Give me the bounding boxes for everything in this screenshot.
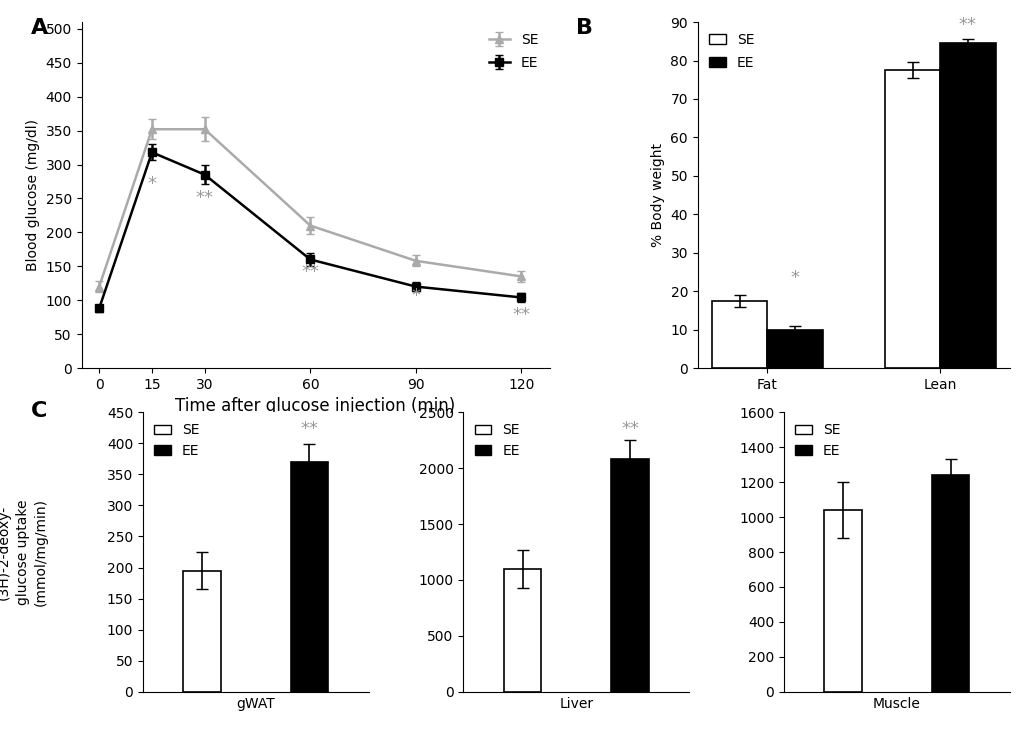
- Y-axis label: (3H)-2-deoxy-
glucose uptake
(mmol/mg/min): (3H)-2-deoxy- glucose uptake (mmol/mg/mi…: [0, 498, 48, 606]
- Text: C: C: [31, 401, 47, 421]
- Bar: [931, 475, 968, 692]
- Legend: SE, EE: SE, EE: [790, 419, 844, 462]
- Text: **: **: [512, 306, 530, 324]
- Text: A: A: [31, 18, 48, 38]
- Bar: [711, 301, 766, 368]
- X-axis label: gWAT: gWAT: [236, 698, 275, 712]
- Text: **: **: [958, 15, 976, 34]
- Text: **: **: [196, 188, 214, 207]
- Legend: SE, EE: SE, EE: [484, 29, 542, 74]
- Text: B: B: [576, 18, 593, 38]
- Legend: SE, EE: SE, EE: [150, 419, 203, 462]
- Bar: [610, 459, 648, 692]
- Text: **: **: [621, 420, 639, 438]
- Bar: [290, 462, 328, 692]
- Legend: SE, EE: SE, EE: [470, 419, 524, 462]
- Bar: [183, 570, 220, 692]
- Bar: [884, 70, 940, 368]
- Text: **: **: [301, 263, 319, 281]
- X-axis label: Liver: Liver: [558, 698, 593, 712]
- X-axis label: Time after glucose injection (min): Time after glucose injection (min): [175, 397, 455, 415]
- Bar: [940, 43, 995, 368]
- X-axis label: Muscle: Muscle: [872, 698, 920, 712]
- Bar: [766, 330, 822, 368]
- Y-axis label: Blood glucose (mg/dl): Blood glucose (mg/dl): [25, 119, 40, 271]
- Text: *: *: [790, 269, 799, 287]
- Text: **: **: [301, 420, 318, 438]
- Bar: [503, 569, 541, 692]
- Bar: [823, 510, 861, 692]
- Legend: SE, EE: SE, EE: [704, 29, 757, 74]
- Text: *: *: [148, 175, 156, 193]
- Y-axis label: % Body weight: % Body weight: [650, 143, 664, 247]
- Text: *: *: [411, 287, 420, 305]
